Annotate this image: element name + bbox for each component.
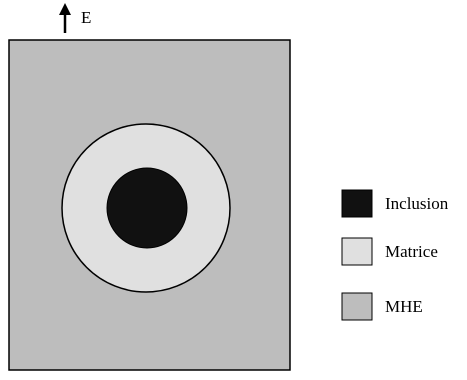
- field-direction-arrow: [59, 3, 71, 33]
- legend-label-inclusion: Inclusion: [385, 194, 449, 213]
- field-label: E: [81, 8, 91, 27]
- legend-item-mhe: MHE: [341, 292, 423, 321]
- legend-swatch-mhe: [341, 292, 373, 321]
- inclusion-core: [106, 167, 188, 249]
- legend-swatch-matrice: [341, 237, 373, 266]
- legend: Inclusion Matrice MHE: [341, 189, 449, 321]
- legend-label-mhe: MHE: [385, 297, 423, 316]
- field-arrow-head: [59, 3, 71, 15]
- legend-item-inclusion: Inclusion: [341, 189, 449, 218]
- legend-swatch-inclusion: [341, 189, 373, 218]
- legend-item-matrice: Matrice: [341, 237, 438, 266]
- legend-label-matrice: Matrice: [385, 242, 438, 261]
